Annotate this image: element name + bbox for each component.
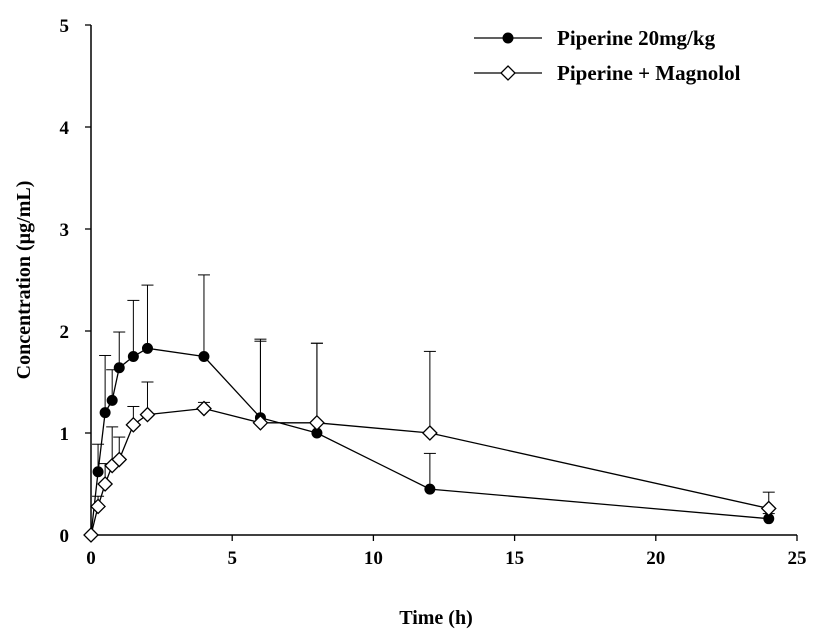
axes [85, 24, 798, 541]
legend-label-series-2: Piperine + Magnolol [557, 61, 741, 85]
y-axis-title: Concentration (µg/mL) [13, 181, 35, 380]
data-point-series-2 [83, 527, 99, 543]
data-point-series-2 [421, 425, 438, 441]
error-bars [92, 274, 775, 519]
data-point-series-1 [113, 362, 125, 374]
series-markers [83, 342, 777, 543]
data-point-series-2 [90, 498, 106, 515]
data-point-series-1 [141, 342, 153, 354]
x-tick-label: 15 [505, 548, 524, 569]
data-point-series-1 [99, 407, 111, 419]
data-point-series-2 [309, 414, 325, 431]
series-line-1 [90, 347, 769, 536]
data-point-series-1 [198, 351, 210, 362]
x-tick-label: 20 [646, 548, 665, 569]
legend-marker-series-2 [500, 65, 516, 81]
legend: Piperine 20mg/kg Piperine + Magnolol [474, 26, 741, 85]
data-point-series-2 [125, 416, 142, 433]
x-tick-label: 25 [788, 548, 807, 569]
y-tick-label: 1 [60, 424, 70, 445]
data-point-series-2 [111, 451, 128, 468]
legend-label-series-1: Piperine 20mg/kg [557, 26, 716, 50]
y-tick-label: 3 [60, 220, 70, 241]
y-tick-label: 2 [60, 322, 70, 343]
data-point-series-1 [92, 466, 104, 478]
x-tick-label: 5 [227, 548, 237, 569]
data-point-series-2 [97, 476, 114, 492]
x-tick-label: 10 [364, 548, 383, 569]
data-point-series-2 [139, 406, 156, 423]
data-point-series-2 [196, 400, 212, 417]
data-point-series-2 [760, 500, 777, 517]
data-point-series-2 [252, 414, 269, 431]
x-axis-title: Time (h) [399, 607, 473, 629]
y-tick-label: 5 [60, 16, 70, 37]
data-point-series-1 [424, 483, 436, 495]
data-point-series-1 [127, 351, 139, 362]
data-point-series-1 [106, 394, 118, 406]
y-tick-label: 4 [60, 118, 70, 139]
legend-marker-series-1 [502, 32, 514, 44]
x-tick-label: 0 [86, 548, 96, 569]
y-tick-label: 0 [60, 526, 70, 547]
tick-labels: 0 5 10 15 20 25 0 1 2 3 4 5 [60, 16, 807, 569]
